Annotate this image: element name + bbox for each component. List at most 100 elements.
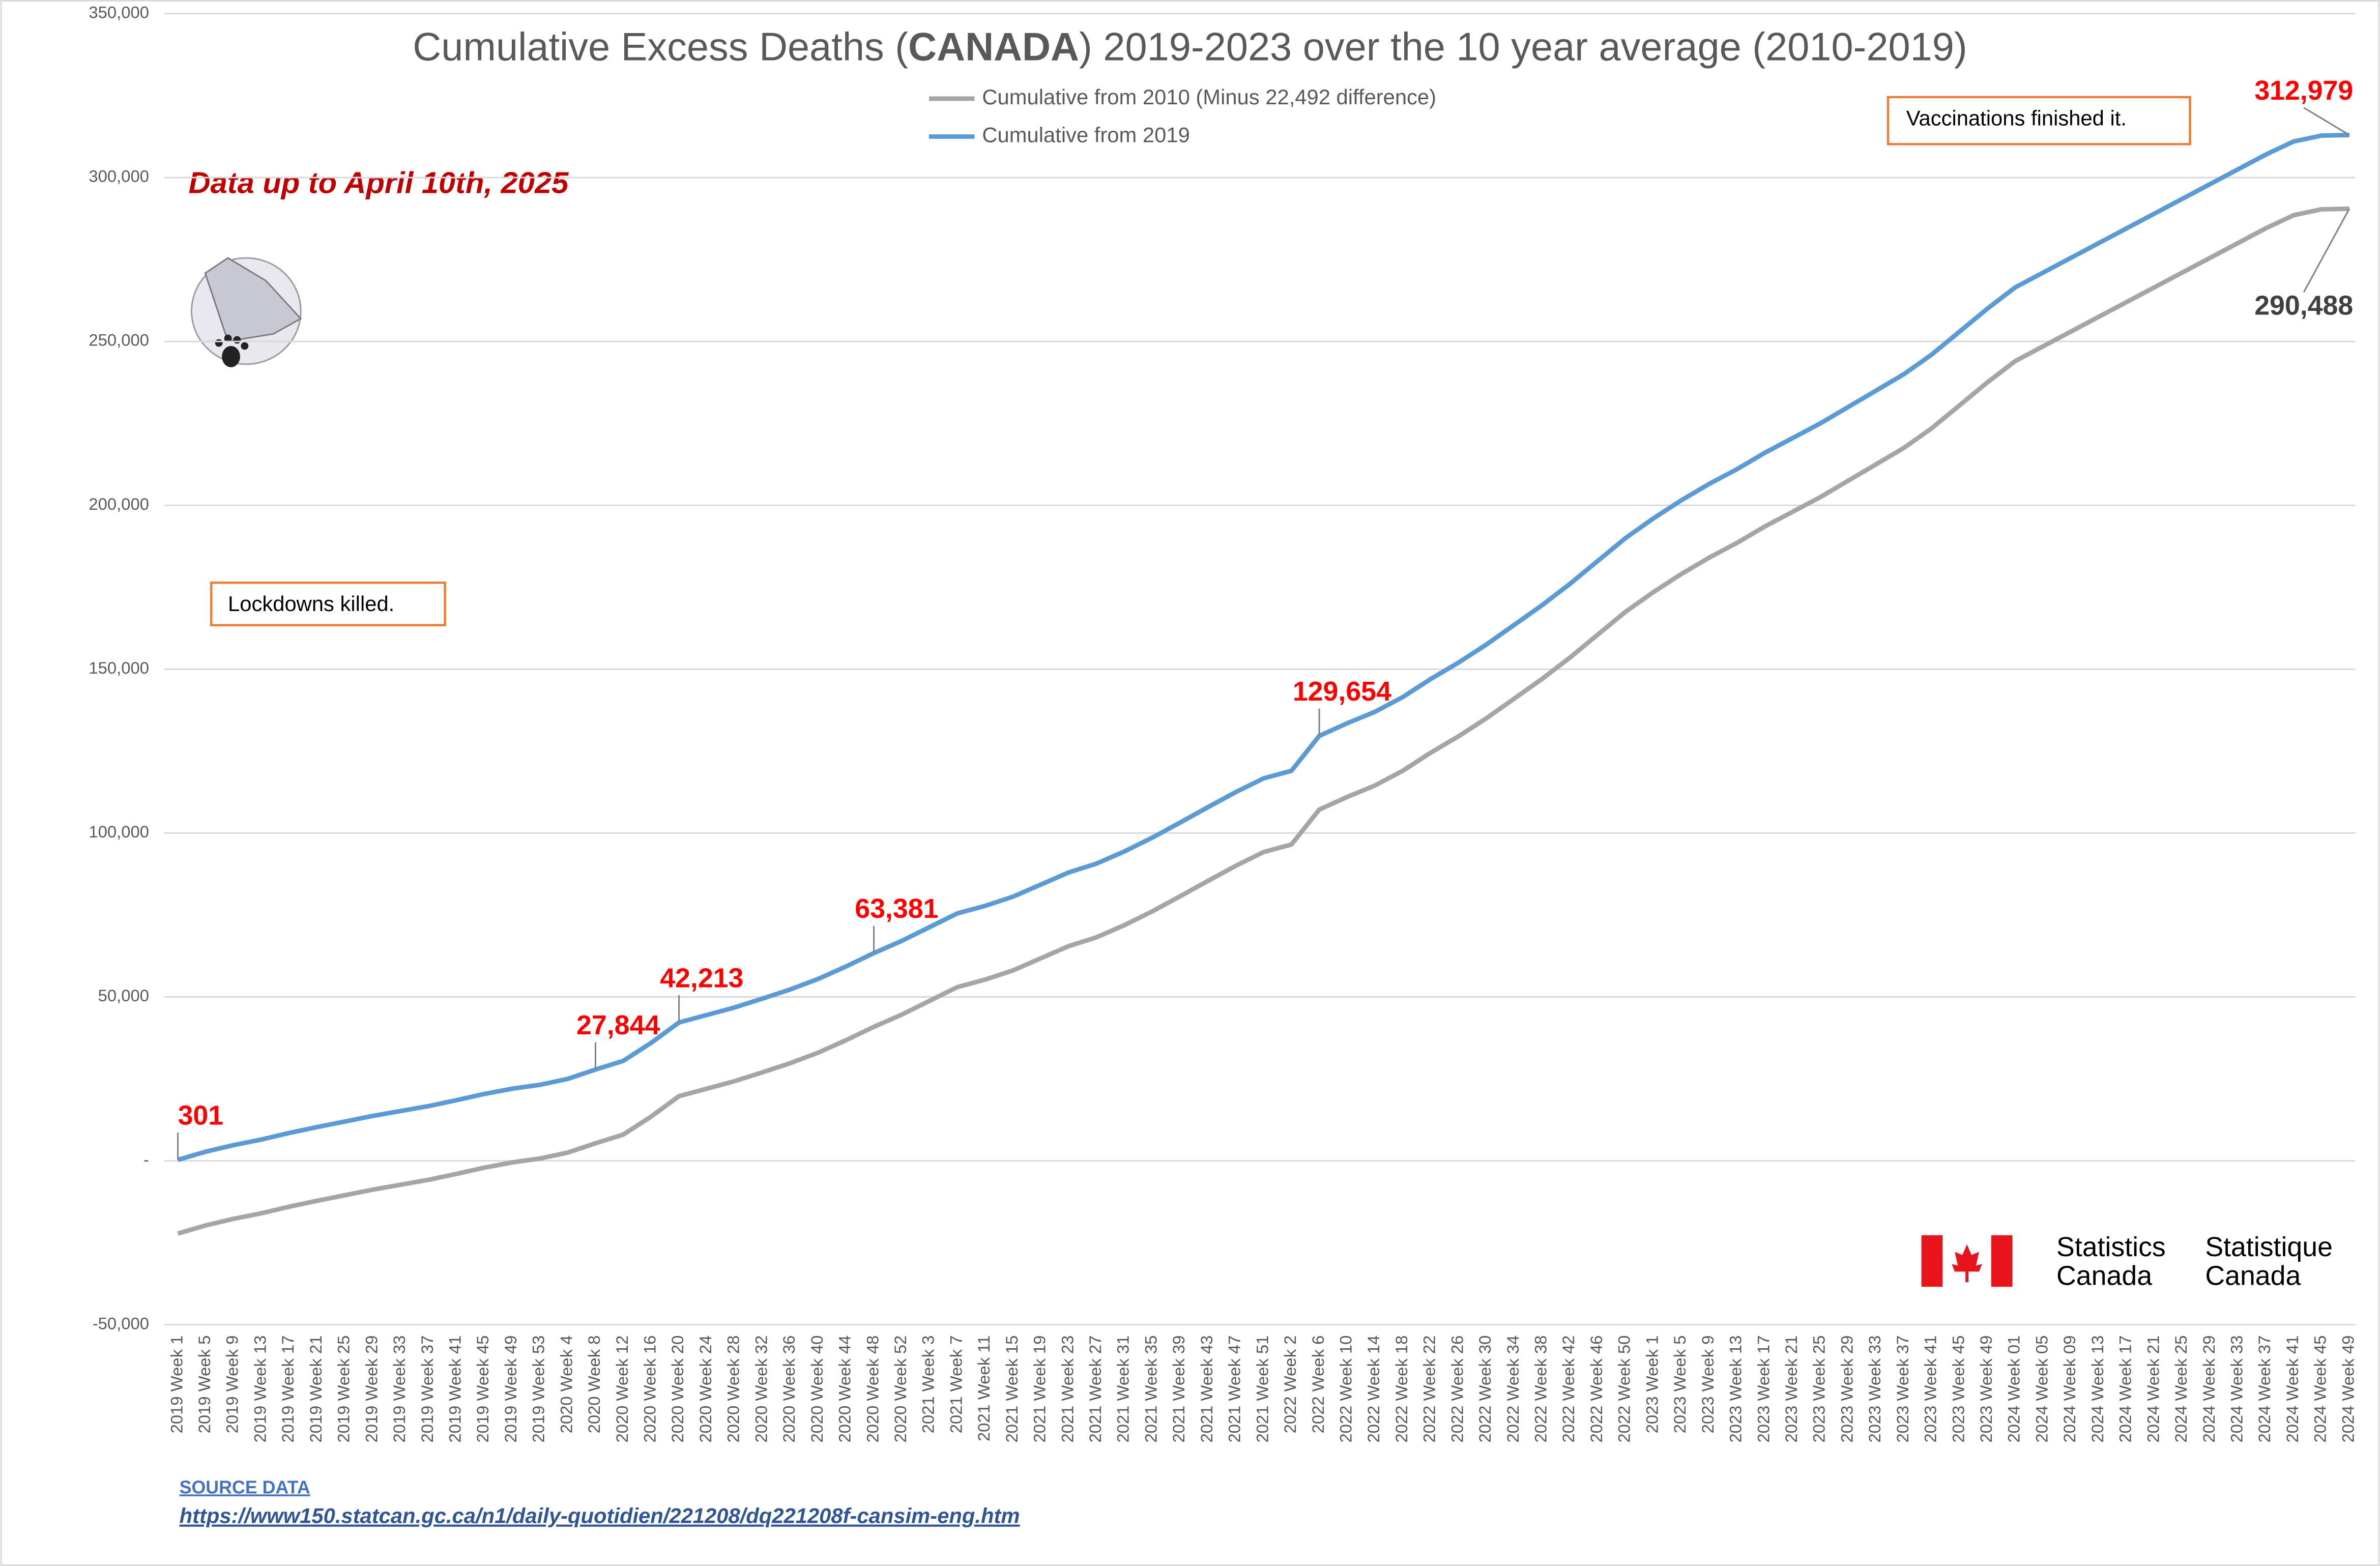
x-tick-label: 2023 Week 5 [1670, 1336, 1689, 1434]
legend-label: Cumulative from 2010 (Minus 22,492 diffe… [982, 85, 1436, 109]
x-tick-label: 2024 Week 21 [2143, 1336, 2162, 1443]
x-tick-label: 2022 Week 6 [1309, 1336, 1327, 1434]
x-tick-label: 2019 Week 13 [250, 1336, 269, 1443]
x-tick-label: 2021 Week 19 [1030, 1336, 1049, 1443]
x-tick-label: 2019 Week 53 [529, 1336, 548, 1443]
data-label: 290,488 [2254, 290, 2353, 321]
x-tick-label: 2021 Week 23 [1058, 1336, 1077, 1443]
x-tick-label: 2020 Week 24 [696, 1336, 715, 1443]
x-tick-label: 2023 Week 33 [1865, 1336, 1884, 1443]
x-tick-label: 2020 Week 8 [585, 1336, 603, 1434]
x-tick-label: 2020 Week 20 [668, 1336, 687, 1443]
x-tick-label: 2021 Week 15 [1002, 1336, 1021, 1443]
x-tick-label: 2021 Week 39 [1169, 1336, 1188, 1443]
x-tick-label: 2020 Week 44 [835, 1336, 854, 1443]
x-tick-label: 2023 Week 1 [1642, 1336, 1661, 1434]
x-tick-label: 2021 Week 27 [1086, 1336, 1105, 1443]
x-tick-label: 2022 Week 46 [1587, 1336, 1606, 1443]
x-tick-label: 2022 Week 42 [1559, 1336, 1578, 1443]
chart-title: Cumulative Excess Deaths (CANADA) 2019-2… [413, 25, 1967, 69]
logo-text: Statistique [2205, 1232, 2333, 1262]
source-link[interactable]: https://www150.statcan.gc.ca/n1/daily-qu… [180, 1504, 1020, 1528]
data-label: 63,381 [855, 893, 938, 924]
x-tick-label: 2022 Week 38 [1531, 1336, 1550, 1443]
x-tick-label: 2022 Week 34 [1503, 1336, 1522, 1443]
annotation-box [210, 582, 446, 627]
x-tick-label: 2019 Week 5 [195, 1336, 214, 1434]
x-tick-label: 2021 Week 51 [1253, 1336, 1271, 1443]
x-tick-label: 2019 Week 41 [445, 1336, 464, 1443]
y-tick-label: 200,000 [89, 495, 149, 513]
x-tick-label: 2021 Week 35 [1141, 1336, 1160, 1443]
x-tick-label: 2024 Week 33 [2227, 1336, 2246, 1443]
y-tick-label: 50,000 [98, 986, 149, 1005]
data-label: 301 [178, 1100, 224, 1130]
x-tick-label: 2020 Week 4 [557, 1336, 575, 1434]
x-tick-label: 2019 Week 45 [473, 1336, 492, 1443]
x-tick-label: 2023 Week 9 [1698, 1336, 1717, 1434]
series-line [177, 206, 2349, 1236]
x-tick-label: 2023 Week 13 [1726, 1336, 1745, 1443]
annotation-box [1886, 96, 2191, 146]
x-tick-label: 2024 Week 45 [2311, 1336, 2330, 1443]
x-tick-label: 2019 Week 1 [167, 1336, 186, 1434]
x-tick-label: 2020 Week 32 [751, 1336, 770, 1443]
statcan-logo: Statistics Canada Statistique Canada [1921, 1232, 2333, 1291]
x-tick-label: 2020 Week 12 [613, 1336, 631, 1443]
x-tick-label: 2020 Week 36 [779, 1336, 798, 1443]
y-tick-label: 350,000 [89, 3, 149, 22]
y-tick-label: 150,000 [89, 658, 149, 677]
logo-text: Statistics [2056, 1232, 2166, 1262]
x-tick-label: 2019 Week 49 [501, 1336, 520, 1443]
x-tick-label: 2021 Week 3 [919, 1336, 938, 1434]
y-tick-label: 250,000 [89, 331, 149, 350]
x-tick-label: 2021 Week 43 [1197, 1336, 1216, 1443]
data-label: 42,213 [660, 963, 743, 993]
x-tick-label: 2021 Week 11 [974, 1336, 993, 1441]
x-tick-label: 2022 Week 30 [1475, 1336, 1494, 1443]
y-tick-label: 100,000 [89, 822, 149, 841]
label-leader [2303, 107, 2350, 136]
x-tick-label: 2020 Week 40 [807, 1336, 826, 1443]
subtitle: Data up to April 10th, 2025 [189, 166, 569, 200]
title-part: Cumulative Excess Deaths ( [413, 25, 908, 69]
x-tick-label: 2024 Week 05 [2032, 1336, 2051, 1443]
x-tick-label: 2024 Week 09 [2060, 1336, 2079, 1443]
y-tick-label: -50,000 [93, 1314, 149, 1332]
x-tick-label: 2020 Week 16 [641, 1336, 659, 1443]
x-tick-label: 2022 Week 50 [1615, 1336, 1634, 1443]
x-tick-label: 2021 Week 31 [1114, 1336, 1133, 1443]
data-label: 27,844 [576, 1010, 660, 1040]
annotation: Lockdowns killed. [228, 592, 394, 616]
x-tick-label: 2022 Week 14 [1364, 1336, 1383, 1443]
x-tick-label: 2019 Week 21 [306, 1336, 325, 1443]
legend-label: Cumulative from 2019 [982, 123, 1189, 147]
x-tick-label: 2024 Week 01 [2005, 1336, 2023, 1443]
annotation: Vaccinations finished it. [1906, 106, 2127, 130]
x-tick-label: 2024 Week 17 [2116, 1336, 2135, 1443]
x-tick-label: 2023 Week 45 [1949, 1336, 1967, 1443]
x-tick-label: 2019 Week 29 [362, 1336, 381, 1443]
x-tick-label: 2019 Week 17 [278, 1336, 297, 1443]
x-tick-label: 2022 Week 26 [1447, 1336, 1466, 1443]
x-tick-label: 2022 Week 22 [1420, 1336, 1439, 1443]
y-tick-label: - [143, 1150, 149, 1169]
logo-text: Canada [2205, 1261, 2301, 1291]
x-tick-label: 2023 Week 49 [1977, 1336, 1995, 1443]
x-tick-label: 2024 Week 13 [2088, 1336, 2107, 1443]
source-label: SOURCE DATA [180, 1477, 310, 1497]
x-tick-label: 2020 Week 48 [863, 1336, 882, 1443]
x-tick-label: 2024 Week 41 [2283, 1336, 2302, 1443]
x-tick-label: 2019 Week 33 [390, 1336, 409, 1443]
x-tick-label: 2024 Week 29 [2199, 1336, 2218, 1443]
data-label: 312,979 [2254, 75, 2353, 106]
x-tick-label: 2023 Week 25 [1810, 1336, 1828, 1443]
x-tick-label: 2022 Week 2 [1281, 1336, 1299, 1434]
x-tick-label: 2019 Week 25 [334, 1336, 353, 1443]
x-tick-label: 2023 Week 17 [1754, 1336, 1773, 1443]
x-tick-label: 2023 Week 29 [1837, 1336, 1856, 1443]
x-tick-label: 2021 Week 47 [1225, 1336, 1244, 1443]
x-tick-label: 2024 Week 25 [2171, 1336, 2190, 1443]
